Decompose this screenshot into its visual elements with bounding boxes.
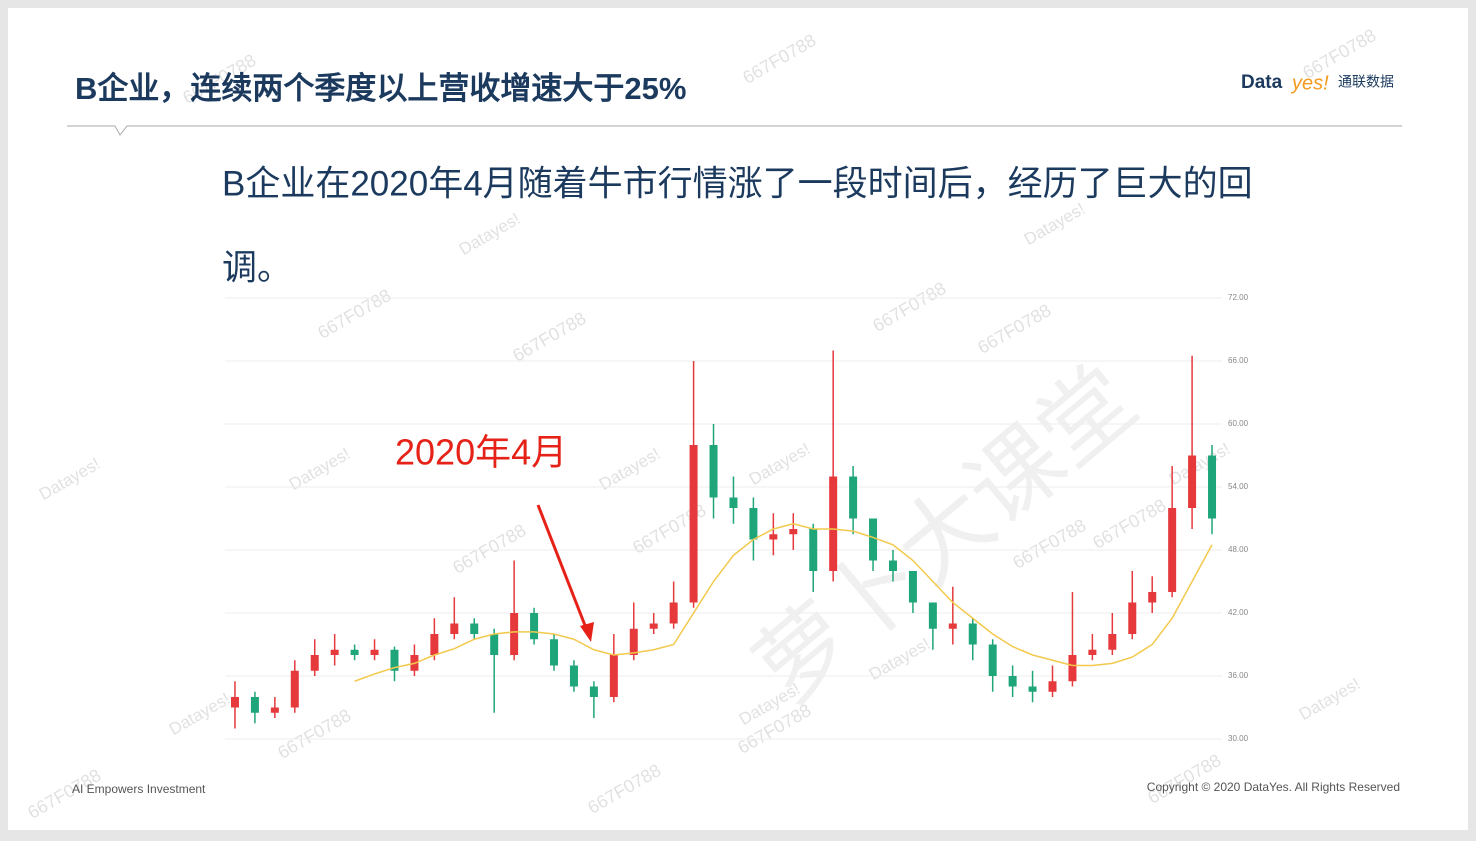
candle-body — [470, 623, 479, 634]
candle-body — [928, 602, 937, 629]
candle-body — [1128, 602, 1137, 634]
candle-body — [729, 497, 738, 508]
candle-body — [1188, 455, 1197, 508]
y-tick-label: 36.00 — [1228, 671, 1249, 680]
y-tick-label: 60.00 — [1228, 419, 1249, 428]
candle-body — [1168, 508, 1177, 592]
arrow-head — [580, 622, 594, 642]
y-tick-label: 42.00 — [1228, 608, 1249, 617]
logo-cn: 通联数据 — [1338, 74, 1394, 90]
candle-body — [669, 602, 678, 624]
candle-body — [789, 529, 798, 535]
candle-body — [569, 665, 578, 687]
logo-data: Data — [1241, 72, 1283, 93]
candle-body — [1008, 676, 1017, 687]
arrow-shaft — [536, 504, 588, 629]
candle-body — [1108, 634, 1117, 650]
candle-body — [849, 476, 858, 519]
candle-body — [490, 634, 499, 655]
candle-body — [1028, 686, 1037, 692]
candle-body — [430, 634, 439, 655]
candle-body — [709, 445, 718, 498]
candle-body — [1088, 649, 1097, 655]
candle-body — [689, 445, 698, 603]
candle-body — [988, 644, 997, 676]
y-tick-label: 54.00 — [1228, 482, 1249, 491]
candle-body — [888, 560, 897, 571]
candle-body — [330, 649, 339, 655]
footer-right: Copyright © 2020 DataYes. All Rights Res… — [1147, 780, 1400, 794]
y-tick-label: 72.00 — [1228, 293, 1249, 302]
candle-body — [350, 649, 359, 655]
moving-average — [354, 522, 1213, 682]
candle-body — [829, 476, 838, 571]
title: B企业，连续两个季度以上营收增速大于25% — [75, 71, 686, 106]
logo-yes: yes! — [1290, 72, 1329, 94]
candle-body — [450, 623, 459, 634]
candle-body — [609, 655, 618, 697]
y-tick-label: 30.00 — [1228, 734, 1249, 743]
candle-body — [290, 670, 299, 708]
candle-body — [1048, 681, 1057, 692]
candle-body — [530, 613, 539, 640]
slide — [8, 8, 1468, 830]
header-rule — [67, 125, 1402, 136]
y-tick-label: 48.00 — [1228, 545, 1249, 554]
candle-body — [550, 639, 559, 666]
candle-body — [948, 623, 957, 629]
body-line: 调。 — [222, 248, 292, 287]
candle-body — [589, 686, 598, 697]
candle-body — [390, 649, 399, 671]
candle-body — [310, 655, 319, 671]
body-line: B企业在2020年4月随着牛市行情涨了一段时间后，经历了巨大的回 — [222, 164, 1253, 203]
candle-body — [1068, 655, 1077, 682]
candle-body — [769, 534, 778, 540]
candle-body — [649, 623, 658, 629]
candle-body — [370, 649, 379, 655]
candle-body — [1208, 455, 1217, 519]
candle-body — [749, 508, 758, 540]
candle-body — [809, 529, 818, 571]
y-tick-label: 66.00 — [1228, 356, 1249, 365]
candle-body — [250, 697, 259, 713]
candle-body — [230, 697, 239, 708]
candle-body — [1148, 592, 1157, 603]
candle-body — [510, 613, 519, 655]
footer-left: AI Empowers Investment — [72, 782, 206, 796]
candle-body — [968, 623, 977, 645]
candle-body — [270, 707, 279, 713]
candle-body — [629, 628, 638, 655]
candle-body — [908, 571, 917, 603]
annotation: 2020年4月 — [395, 432, 567, 473]
candle-body — [869, 518, 878, 561]
